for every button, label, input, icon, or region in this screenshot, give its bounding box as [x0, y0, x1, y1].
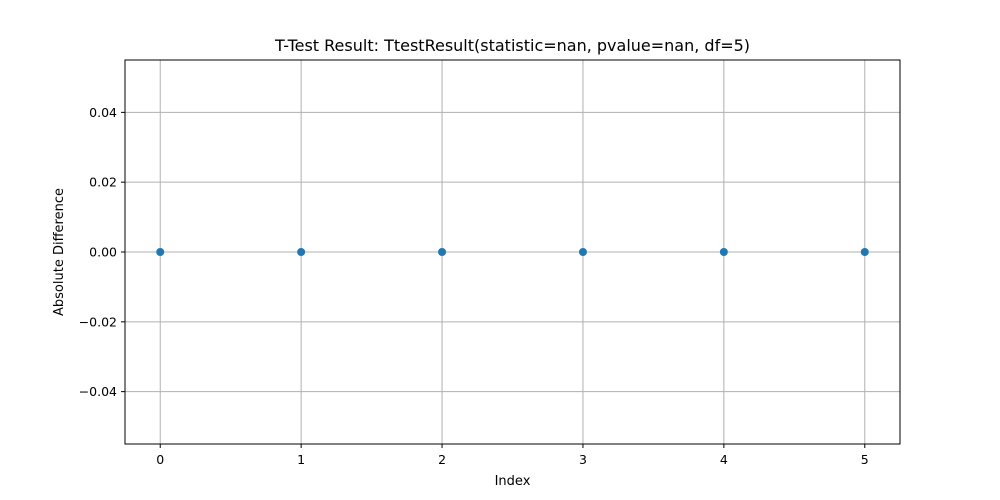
- y-tick-label: −0.02: [79, 314, 117, 329]
- data-point: [438, 248, 447, 256]
- x-axis: 0 1 2 3 4 5: [156, 444, 869, 467]
- y-axis-label: Absolute Difference: [52, 188, 67, 316]
- y-tick-label: 0.00: [89, 245, 117, 260]
- x-axis-label: Index: [495, 474, 531, 489]
- chart-title: T-Test Result: TtestResult(statistic=nan…: [274, 36, 750, 55]
- y-tick-label: −0.04: [79, 384, 117, 399]
- x-tick-label: 0: [156, 452, 164, 467]
- x-tick-label: 1: [297, 452, 305, 467]
- data-point: [578, 248, 587, 256]
- x-tick-label: 2: [438, 452, 446, 467]
- data-points: [156, 248, 869, 256]
- data-point: [156, 248, 165, 256]
- data-point: [297, 248, 306, 256]
- x-tick-label: 5: [861, 452, 869, 467]
- y-axis: 0.04 0.02 0.00 −0.02 −0.04: [79, 105, 125, 399]
- data-point: [860, 248, 869, 256]
- x-tick-label: 4: [720, 452, 728, 467]
- x-tick-label: 3: [579, 452, 587, 467]
- y-tick-label: 0.02: [89, 175, 117, 190]
- data-point: [719, 248, 728, 256]
- y-tick-label: 0.04: [89, 105, 117, 120]
